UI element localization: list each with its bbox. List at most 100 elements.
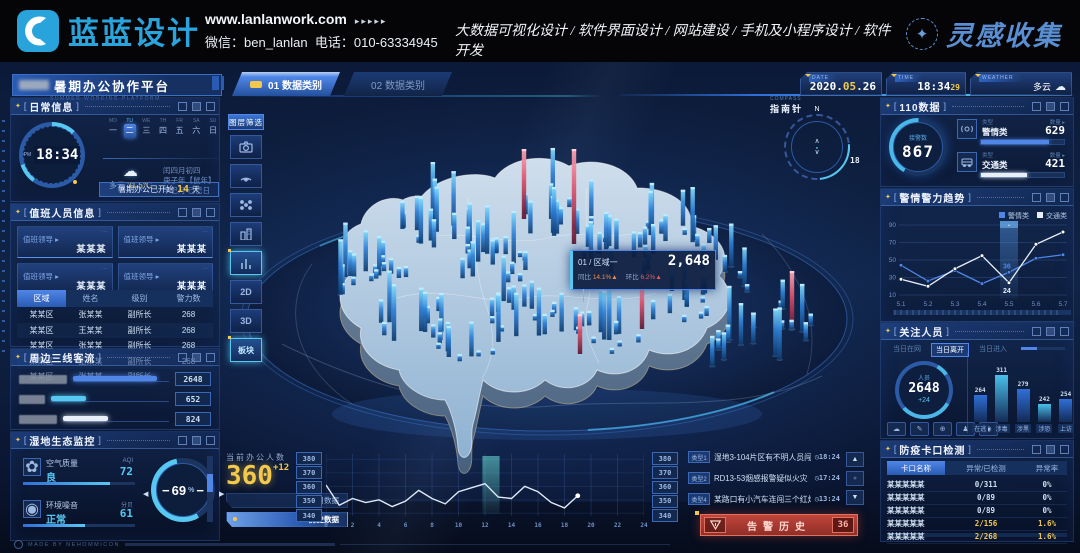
checkpoint-column-header[interactable]: 异常/已检测 [945,461,1027,475]
layer-button-building[interactable] [230,222,262,246]
expand-icon[interactable] [206,101,215,111]
minimize-icon[interactable] [1032,326,1041,336]
minimize-icon[interactable] [178,352,187,362]
maximize-icon[interactable] [192,352,201,362]
weekday-cn[interactable]: 日 [208,126,217,135]
alarm-icon [957,119,977,139]
minimize-icon[interactable] [178,101,187,111]
expand-icon[interactable] [206,352,215,362]
card-more-icon[interactable]: ··· [202,229,208,235]
expand-icon[interactable] [206,435,215,445]
scroll-up-button[interactable]: ▲ [846,452,864,467]
gauge-right-arrow[interactable]: ▶ [219,491,225,498]
alert-count-badge: 36 [832,517,854,533]
minimize-icon[interactable] [1032,444,1041,454]
card-more-icon[interactable]: ··· [101,229,108,235]
duty-column-header: 级别 [115,290,164,307]
maximize-icon[interactable] [1046,326,1055,336]
minimize-icon[interactable] [178,207,187,217]
platform-title: 暑期办公协作平台 [54,79,171,94]
bar [1016,388,1030,422]
minimize-icon[interactable] [1032,192,1041,202]
minimize-icon[interactable] [1032,101,1041,111]
website-url[interactable]: www.lanlanwork.com [205,11,347,27]
weekday-cn[interactable]: 四 [158,126,167,135]
focus-tab[interactable]: 当日在网 [893,346,921,353]
alert-row[interactable]: 类型4 某路口有小汽车连闯三个红灯 ◷13:24 [688,492,840,506]
minimize-icon[interactable] [178,435,187,445]
compass-down-chevron[interactable]: ∨ [814,148,820,156]
card-more-icon[interactable]: ··· [101,266,108,272]
tab-data-1[interactable]: 01 数据类别 [232,72,340,96]
map-3d-view[interactable]: 01 / 区域一 2,648 同比 14.1%▲ 环比 6.2%▲ [222,84,882,484]
compass-widget: COMPASS 指南针 N ∧ ● ∨ 18 [770,96,864,196]
table-scroll-strip[interactable] [887,533,1067,537]
weekday-cn[interactable]: 六 [192,126,201,135]
gauge-left-arrow[interactable]: ◀ [143,491,149,498]
focus-bar-column: 279 涉黑 [1015,353,1032,433]
duty-leader-card: 值班领导 ▸ ··· 某某某 [17,226,113,258]
layer-button-radar[interactable] [230,164,262,188]
data-tabs: 01 数据类别 02 数据类别 [232,72,452,96]
checkpoint-name: 某某某某某 [887,493,925,502]
weekday-en: MO [108,118,118,124]
weekday-cn[interactable]: 二 [123,124,136,138]
weekday-cn[interactable]: 一 [109,126,117,135]
maximize-icon[interactable] [1046,444,1055,454]
edit-icon[interactable]: ✎ [910,422,929,436]
weekday-cn[interactable]: 五 [175,126,184,135]
eco-slider[interactable] [207,456,213,522]
slider-thumb[interactable] [207,474,213,492]
layer-button-3D[interactable]: 3D [230,309,262,333]
expand-icon[interactable] [206,207,215,217]
bar-value: 279 [1017,380,1029,388]
weekday-cn[interactable]: 三 [142,126,151,135]
panel-title: 湿地生态监控 [29,436,96,448]
card-more-icon[interactable]: ··· [202,266,208,272]
clock-period: PM [23,152,32,158]
compass-dial[interactable]: N ∧ ● ∨ [770,100,864,194]
checkpoint-column-header[interactable]: 卡口名称 [887,461,945,475]
x-axis-label: 24 [640,522,648,529]
expand-icon[interactable] [1060,101,1069,111]
layer-button-2D[interactable]: 2D [230,280,262,304]
alert-row[interactable]: 类型2 RD13-53烟感报警疑似火灾 ◷17:24 [688,471,840,485]
office-trend-chart: 380 370 360 350 340 380 370 360 350 340 0 2 4 6 8 10 1… [296,452,678,534]
date-box: DATE 2020.05.26 [800,72,882,96]
layer-button-板块[interactable]: 板块 [228,336,262,362]
checkpoint-name: 某某某某某 [887,506,925,515]
bar [1037,404,1051,422]
chart-scrollbar[interactable] [1021,347,1065,350]
panel-title: 110数据 [899,102,941,114]
maximize-icon[interactable] [192,207,201,217]
alert-time: ◷18:24 [814,453,840,461]
expand-icon[interactable] [1060,444,1069,454]
x-axis-label: 10 [454,522,463,529]
alert-history-button[interactable]: 告警历史 36 [695,511,858,536]
expand-icon[interactable] [1060,192,1069,202]
maximize-icon[interactable] [1046,192,1055,202]
compass-up-chevron[interactable]: ∧ [814,137,820,145]
layer-button-scatter[interactable] [230,193,262,217]
alert-row[interactable]: 类型1 湿地3-104片区有不明人员闯入 ◷18:24 [688,450,840,464]
maximize-icon[interactable] [1046,101,1055,111]
target-icon[interactable]: ⊕ [933,422,952,436]
checkpoint-name: 某某某某某 [887,480,925,489]
maximize-icon[interactable] [192,101,201,111]
cloud-icon[interactable]: ☁ [887,422,906,436]
tab-data-2[interactable]: 02 数据类别 [344,72,452,96]
metric-progress [23,524,135,527]
rate-value: 1.6% [1037,519,1057,528]
layer-button-barchart[interactable] [228,249,262,275]
weekday-en: SA [192,118,200,124]
expand-icon[interactable] [1060,326,1069,336]
layer-button-camera[interactable] [230,135,262,159]
checkpoint-column-header[interactable]: 异常率 [1027,461,1067,475]
focus-tab[interactable]: 当日进入 [979,346,1007,353]
focus-tab[interactable]: 当日离开 [931,343,969,357]
weekday-en: SU [209,118,217,124]
scroll-down-button[interactable]: ▼ [846,490,864,505]
maximize-icon[interactable] [192,435,201,445]
weekday-en: TU [126,118,133,124]
date-value: 2020.05.26 [809,80,876,93]
